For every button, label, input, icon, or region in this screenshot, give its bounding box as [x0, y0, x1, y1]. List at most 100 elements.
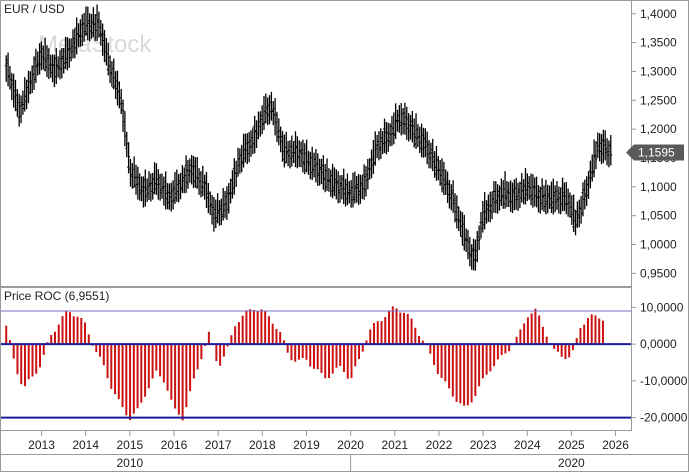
roc-y-tick-label: 10,0000	[640, 300, 684, 314]
roc-bar	[601, 320, 604, 345]
roc-bar	[564, 344, 567, 359]
roc-bar	[129, 344, 132, 421]
roc-bar	[249, 309, 252, 345]
roc-bar	[365, 340, 368, 345]
roc-bar	[200, 344, 203, 360]
roc-bar	[61, 316, 64, 345]
roc-panel: Price ROC (6,9551) 10,0000 0,0000 -10,0000…	[0, 287, 688, 431]
x-tick-label: 2016	[161, 438, 188, 452]
x-axis: 2013 2014 2015 2016 2017 2018 2019 2020 2021 2022…	[1, 431, 688, 472]
roc-bar	[20, 344, 23, 385]
roc-bar	[598, 318, 601, 345]
roc-bar	[309, 344, 312, 367]
roc-bar	[534, 308, 537, 345]
x-tick-label: 2018	[249, 438, 276, 452]
roc-bar	[481, 344, 484, 379]
roc-bar	[38, 344, 41, 368]
roc-bar	[369, 329, 372, 345]
roc-bar	[350, 344, 353, 379]
roc-bar	[65, 310, 68, 345]
roc-bar	[500, 344, 503, 355]
roc-bar	[53, 331, 56, 345]
x-tick-label: 2019	[293, 438, 320, 452]
roc-bar	[586, 318, 589, 345]
roc-bar	[125, 344, 128, 416]
roc-series	[5, 306, 604, 421]
price-y-tick-label: 1,4000	[640, 7, 677, 21]
x-tick-label: 2014	[72, 438, 99, 452]
roc-bar	[290, 344, 293, 361]
price-series	[4, 4, 613, 271]
roc-bar	[80, 317, 83, 345]
roc-bar	[279, 331, 282, 345]
roc-bar	[448, 344, 451, 389]
roc-y-tick-label: -10,0000	[640, 374, 688, 388]
roc-bar	[226, 344, 229, 347]
roc-bar	[106, 344, 109, 379]
roc-bar	[579, 327, 582, 345]
roc-bar	[155, 344, 158, 371]
roc-panel-border	[0, 287, 632, 431]
roc-bar	[166, 344, 169, 391]
roc-bar	[132, 344, 135, 414]
x-tick-label: 2026	[602, 438, 629, 452]
roc-bar	[267, 316, 270, 345]
price-y-tick-label: 1,1000	[640, 180, 677, 194]
roc-bar	[50, 334, 53, 345]
roc-bar	[23, 344, 26, 387]
roc-bar	[478, 344, 481, 387]
x-tick-label: 2013	[28, 438, 55, 452]
roc-bar	[485, 344, 488, 375]
price-y-tick-label: 1,2000	[640, 122, 677, 136]
roc-bar	[207, 331, 210, 345]
roc-bar	[87, 334, 90, 345]
roc-bar	[421, 340, 424, 345]
x-tick-label: 2021	[381, 438, 408, 452]
roc-bar	[312, 344, 315, 369]
roc-bar	[331, 344, 334, 374]
roc-bar	[181, 344, 184, 421]
roc-bar	[388, 310, 391, 345]
roc-bar	[185, 344, 188, 408]
roc-bar	[560, 344, 563, 357]
roc-bar	[553, 344, 556, 349]
roc-bar	[282, 340, 285, 345]
price-panel: MetaStock EUR / USD 1,40001,35001,30001,…	[0, 0, 684, 287]
roc-bar	[252, 309, 255, 345]
roc-bar	[455, 344, 458, 402]
roc-bar	[42, 344, 45, 355]
roc-bar	[27, 344, 30, 380]
roc-bar	[373, 323, 376, 345]
roc-bar	[451, 344, 454, 397]
price-y-tick-label: 1,2500	[640, 93, 677, 107]
roc-bar	[410, 318, 413, 345]
roc-bar	[444, 344, 447, 382]
roc-bar	[147, 344, 150, 389]
roc-bar	[260, 309, 263, 345]
roc-bar	[35, 344, 38, 374]
roc-bar	[530, 313, 533, 345]
roc-bar	[31, 344, 34, 377]
roc-bar	[515, 336, 518, 345]
price-y-tick-label: 0,9500	[640, 266, 677, 280]
roc-bar	[196, 344, 199, 370]
roc-bar	[230, 335, 233, 345]
roc-bar	[436, 344, 439, 375]
price-y-tick-label: 1,0500	[640, 209, 677, 223]
roc-bar	[526, 317, 529, 345]
roc-bar	[470, 344, 473, 403]
roc-bar	[256, 311, 259, 345]
roc-bar	[84, 322, 87, 345]
roc-bar	[342, 344, 345, 372]
price-panel-title: EUR / USD	[4, 2, 65, 16]
roc-y-axis: 10,0000 0,0000 -10,0000 -20,0000	[631, 300, 688, 425]
roc-bar	[361, 344, 364, 352]
roc-bar	[110, 344, 113, 389]
roc-bar	[541, 326, 544, 345]
price-panel-border	[0, 0, 632, 287]
price-y-tick-label: 1,3500	[640, 36, 677, 50]
x-tick-label: 2017	[205, 438, 232, 452]
price-y-tick-label: 1,3000	[640, 64, 677, 78]
